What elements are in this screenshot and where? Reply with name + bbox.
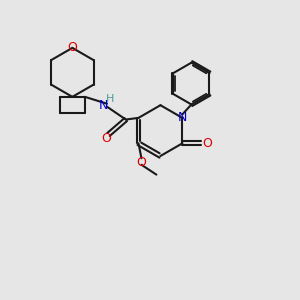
Text: O: O [101,132,111,145]
Text: O: O [202,137,212,150]
Text: O: O [68,41,77,54]
Text: N: N [99,99,108,112]
Text: N: N [178,111,187,124]
Text: O: O [136,156,146,169]
Text: H: H [106,94,114,104]
